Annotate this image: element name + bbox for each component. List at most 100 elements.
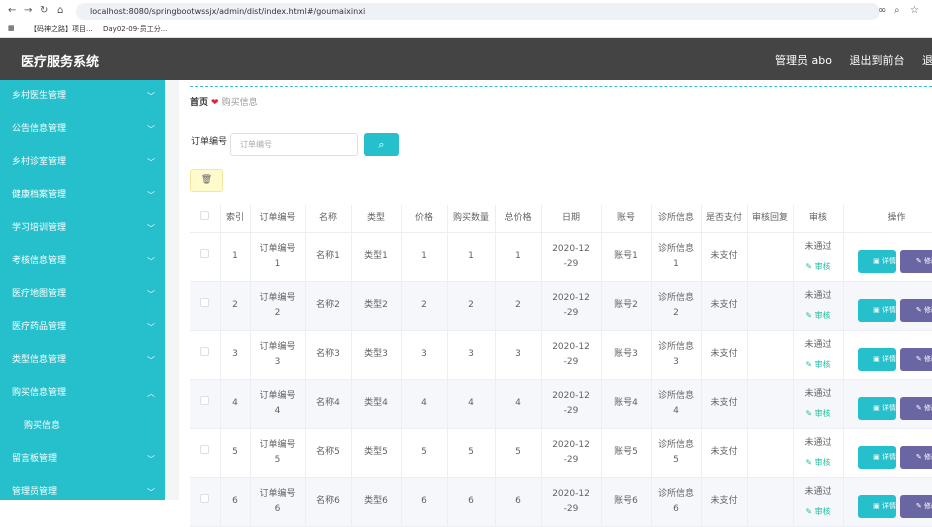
table-cell: 账号1	[601, 232, 652, 282]
edit-button[interactable]: ✎ 修改	[900, 495, 932, 518]
row-checkbox[interactable]	[190, 477, 221, 527]
audit-status: 未通过	[804, 486, 832, 497]
cell-text: 诊所信息1	[657, 243, 694, 269]
column-header: 诊所信息	[651, 205, 702, 233]
cell-text: 诊所信息3	[657, 341, 694, 367]
edit-icon: ✎	[805, 457, 813, 467]
sidebar-item[interactable]: 公告信息管理 ﹀	[0, 113, 165, 146]
select-all-checkbox[interactable]	[190, 205, 221, 233]
cell-text: 订单编号6	[259, 488, 296, 514]
sidebar-item[interactable]: 管理员管理 ﹀	[0, 476, 165, 509]
back-icon[interactable]: ←	[8, 5, 17, 16]
home-icon[interactable]: ⌂	[57, 5, 64, 16]
sidebar-item[interactable]: 购买信息管理 ︿	[0, 377, 165, 410]
table-cell: 3	[495, 330, 542, 380]
table-cell: 订单编号6	[250, 477, 306, 527]
table-cell: 5	[220, 428, 251, 478]
sidebar-item[interactable]: 乡村诊室管理 ﹀	[0, 146, 165, 179]
edit-icon: ✎	[805, 261, 813, 271]
table-cell: 2020-12-29	[541, 281, 602, 331]
actions-cell: ▣ 详情✎ 修改	[843, 428, 932, 478]
star-icon[interactable]: ☆	[910, 5, 919, 16]
table-cell: 类型6	[351, 477, 402, 527]
cell-text: 2020-12-29	[552, 243, 590, 269]
app-title: 医疗服务系统	[21, 55, 100, 70]
delete-button[interactable]: 🗑	[190, 169, 223, 192]
edit-button[interactable]: ✎ 修改	[900, 299, 932, 322]
table-cell: 订单编号3	[250, 330, 306, 380]
audit-link[interactable]: ✎ 审核	[805, 359, 831, 369]
detail-button[interactable]: ▣ 详情	[858, 495, 896, 518]
cell-text: 2020-12-29	[552, 292, 590, 318]
edit-button[interactable]: ✎ 修改	[900, 446, 932, 469]
audit-link[interactable]: ✎ 审核	[805, 457, 831, 467]
table-cell	[747, 232, 794, 282]
row-checkbox[interactable]	[190, 281, 221, 331]
row-checkbox[interactable]	[190, 232, 221, 282]
zoom-icon[interactable]: ⌕	[894, 5, 900, 16]
logout-link[interactable]: 退出登录	[921, 54, 932, 67]
edit-button[interactable]: ✎ 修改	[900, 250, 932, 273]
bookmark-2[interactable]: Day02-09-员工分...	[103, 25, 168, 33]
edit-button[interactable]: ✎ 修改	[900, 397, 932, 420]
detail-button[interactable]: ▣ 详情	[858, 348, 896, 371]
chevron-down-icon: ﹀	[147, 257, 155, 266]
audit-link[interactable]: ✎ 审核	[805, 506, 831, 516]
chevron-down-icon: ﹀	[147, 158, 155, 167]
row-checkbox[interactable]	[190, 428, 221, 478]
row-checkbox[interactable]	[190, 330, 221, 380]
table-cell: 2	[447, 281, 496, 331]
edit-icon: ✎	[915, 257, 922, 265]
table-cell: 诊所信息2	[651, 281, 702, 331]
edit-button[interactable]: ✎ 修改	[900, 348, 932, 371]
audit-status: 未通过	[804, 437, 832, 448]
detail-button[interactable]: ▣ 详情	[858, 250, 896, 273]
forward-icon[interactable]: →	[24, 5, 33, 16]
cell-text: 2020-12-29	[552, 390, 590, 416]
table-row: 3 订单编号3 名称3 类型3 3 3 3 2020-12-29 账号3 诊所信息3 未支付 未通过 ✎…	[190, 330, 932, 380]
table-cell: 2020-12-29	[541, 379, 602, 429]
extension-icon[interactable]: ∞	[878, 5, 887, 16]
apps-icon[interactable]: ▦	[8, 24, 15, 32]
table-cell	[747, 428, 794, 478]
detail-icon: ▣	[873, 502, 880, 510]
detail-button[interactable]: ▣ 详情	[858, 299, 896, 322]
sidebar-item[interactable]: 健康档案管理 ﹀	[0, 179, 165, 212]
edit-icon: ✎	[915, 453, 922, 461]
breadcrumb-home[interactable]: 首页	[190, 98, 209, 108]
sidebar-item[interactable]: 类型信息管理 ﹀	[0, 344, 165, 377]
table-cell: 5	[495, 428, 542, 478]
cell-text: 订单编号5	[259, 439, 296, 465]
detail-button[interactable]: ▣ 详情	[858, 446, 896, 469]
sidebar-subitem[interactable]: 购买信息	[0, 410, 165, 443]
sidebar-item[interactable]: 医疗药品管理 ﹀	[0, 311, 165, 344]
table-cell: 类型4	[351, 379, 402, 429]
sidebar-item[interactable]: 乡村医生管理 ﹀	[0, 80, 165, 113]
audit-link[interactable]: ✎ 审核	[805, 310, 831, 320]
row-checkbox[interactable]	[190, 379, 221, 429]
sidebar-item-label: 留言板管理	[12, 454, 58, 464]
audit-cell: 未通过 ✎ 审核	[793, 428, 844, 478]
column-header: 名称	[305, 205, 352, 233]
reload-icon[interactable]: ↻	[40, 5, 49, 16]
address-bar[interactable]: localhost:8080/springbootwssjx/admin/dis…	[76, 3, 880, 20]
sidebar-item[interactable]: 医疗地图管理 ﹀	[0, 278, 165, 311]
table-cell: 4	[447, 379, 496, 429]
order-number-input[interactable]: 订单编号	[230, 133, 358, 156]
bookmark-1[interactable]: 【码神之路】项目...	[30, 25, 93, 33]
chevron-down-icon: ﹀	[147, 224, 155, 233]
sidebar-item[interactable]: 考核信息管理 ﹀	[0, 245, 165, 278]
sidebar-item[interactable]: 学习培训管理 ﹀	[0, 212, 165, 245]
audit-link[interactable]: ✎ 审核	[805, 261, 831, 271]
audit-link[interactable]: ✎ 审核	[805, 408, 831, 418]
search-button[interactable]: ⌕	[364, 133, 399, 156]
edit-icon: ✎	[915, 404, 922, 412]
chevron-down-icon: ﹀	[147, 92, 155, 101]
cell-text: 2020-12-29	[552, 341, 590, 367]
sidebar-item[interactable]: 留言板管理 ﹀	[0, 443, 165, 476]
table-cell: 2	[401, 281, 448, 331]
column-header: 购买数量	[447, 205, 496, 233]
detail-button[interactable]: ▣ 详情	[858, 397, 896, 420]
front-link[interactable]: 退出到前台	[849, 54, 905, 67]
table-cell: 类型2	[351, 281, 402, 331]
